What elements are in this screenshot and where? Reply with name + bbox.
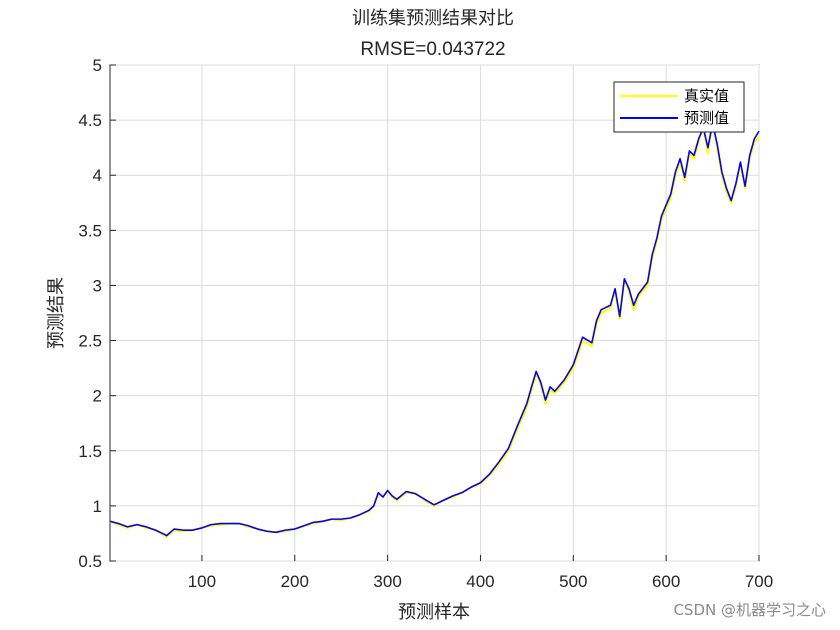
x-tick-label: 500 (559, 572, 587, 591)
y-tick-label: 2 (93, 387, 102, 406)
y-tick-label: 4 (93, 166, 102, 185)
legend-label-actual: 真实值 (684, 87, 729, 105)
y-tick-label: 4.5 (78, 111, 102, 130)
x-tick-label: 300 (373, 572, 401, 591)
x-tick-label: 200 (281, 572, 309, 591)
series-group (109, 119, 760, 538)
y-tick-label: 1 (93, 497, 102, 516)
y-axis-label: 预测结果 (46, 277, 67, 349)
x-tick-label: 600 (652, 572, 680, 591)
y-tick-label: 5 (93, 56, 102, 75)
x-tick-label: 100 (188, 572, 216, 591)
grid (110, 64, 760, 562)
y-tick-label: 2.5 (78, 332, 102, 351)
x-tick-label: 700 (745, 572, 773, 591)
watermark: CSDN @机器学习之心 (673, 601, 826, 619)
legend-box (613, 81, 745, 133)
x-axis-label: 预测样本 (398, 602, 470, 623)
y-tick-label: 0.5 (78, 552, 102, 571)
x-tick-label: 400 (466, 572, 494, 591)
plot-area (109, 64, 760, 562)
legend: 真实值 预测值 (613, 81, 745, 133)
y-tick-label: 3.5 (78, 221, 102, 240)
legend-label-predicted: 预测值 (684, 109, 729, 127)
y-tick-label: 3 (93, 276, 102, 295)
x-axis-ticks: 100 200 300 400 500 600 700 (188, 555, 773, 591)
chart-subtitle: RMSE=0.043722 (360, 39, 505, 60)
y-tick-label: 1.5 (78, 442, 102, 461)
chart-title: 训练集预测结果对比 (352, 8, 514, 29)
y-axis-ticks: 0.5 1 1.5 2 2.5 3 3.5 4 4.5 5 (78, 56, 116, 571)
series-line-predicted (109, 122, 760, 537)
